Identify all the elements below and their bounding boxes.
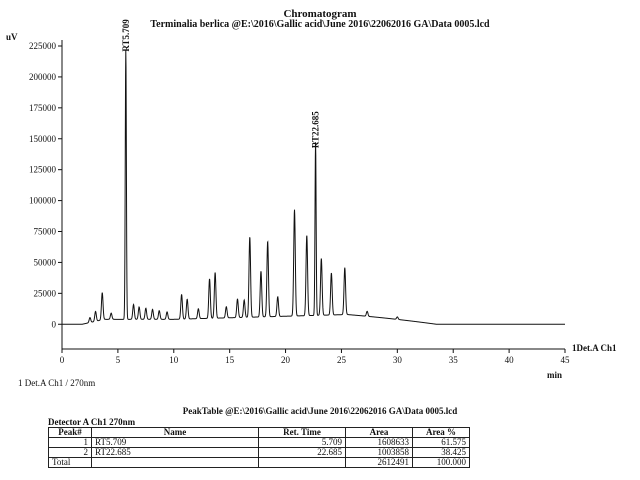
chart-subtitle: Terminalia berlica @E:\2016\Gallic acid\… <box>150 19 490 30</box>
y-tick-label: 150000 <box>29 134 57 144</box>
chromatogram-trace <box>62 49 565 325</box>
x-tick-label: 5 <box>116 355 121 365</box>
y-tick-label: 25000 <box>34 288 57 298</box>
chromatogram-chart: 0 25000 50000 75000 100000 125000 150000 175000… <box>6 19 617 380</box>
detector-label: Detector A Ch1 270nm <box>48 417 136 427</box>
detector-channel-label: 1 Det.A Ch1 / 270nm <box>18 378 96 388</box>
col-ret-time: Ret. Time <box>258 427 346 438</box>
total-ret-time-cell <box>258 457 346 468</box>
x-tick-label: 35 <box>449 355 459 365</box>
chart-axes <box>61 40 565 350</box>
col-name: Name <box>91 427 259 438</box>
x-tick-label: 15 <box>225 355 235 365</box>
peak-label: RT22.685 <box>311 111 321 148</box>
x-tick-label: 45 <box>561 355 571 365</box>
y-tick-label: 200000 <box>29 72 57 82</box>
y-axis-label: uV <box>6 32 18 42</box>
ret-time: 22.685 <box>258 447 346 458</box>
peak-name: RT22.685 <box>91 447 259 458</box>
peak-number: 2 <box>48 447 92 458</box>
y-tick-label: 175000 <box>29 103 57 113</box>
col-area-pct: Area % <box>412 427 470 438</box>
y-tick-label: 100000 <box>29 196 57 206</box>
x-tick-label: 0 <box>60 355 65 365</box>
chart-title: Chromatogram <box>283 8 357 20</box>
x-tick-label: 40 <box>505 355 515 365</box>
peak-table: Peak# Name Ret. Time Area Area % 1 RT5.7… <box>48 427 470 468</box>
y-tick-label: 125000 <box>29 165 57 175</box>
x-tick-label: 10 <box>169 355 179 365</box>
chart-ticks: 0 25000 50000 75000 100000 125000 150000 175000… <box>29 41 570 365</box>
total-name-cell <box>91 457 259 468</box>
peak-table-header-row: Peak# Name Ret. Time Area Area % <box>48 427 470 438</box>
table-row: 2 RT22.685 22.685 1003858 38.425 <box>48 447 470 458</box>
col-peak-number: Peak# <box>48 427 92 438</box>
col-area: Area <box>345 427 413 438</box>
y-tick-label: 0 <box>52 319 57 329</box>
area: 1608633 <box>345 437 413 448</box>
y-tick-label: 75000 <box>34 227 57 237</box>
area-pct: 61.575 <box>412 437 470 448</box>
table-total-row: Total 2612491 100.000 <box>48 457 470 468</box>
peak-table-title: PeakTable @E:\2016\Gallic acid\June 2016… <box>182 406 458 416</box>
channel-label: 1Det.A Ch1 <box>572 343 617 353</box>
x-tick-label: 30 <box>393 355 403 365</box>
peak-label: RT5.709 <box>121 19 131 52</box>
x-axis-label: min <box>547 370 562 380</box>
x-tick-label: 20 <box>281 355 291 365</box>
peak-number: 1 <box>48 437 92 448</box>
total-label: Total <box>48 457 92 468</box>
ret-time: 5.709 <box>258 437 346 448</box>
y-tick-label: 225000 <box>29 41 57 51</box>
area-pct: 38.425 <box>412 447 470 458</box>
peak-name: RT5.709 <box>91 437 259 448</box>
x-tick-label: 25 <box>337 355 347 365</box>
total-area-pct: 100.000 <box>412 457 470 468</box>
area: 1003858 <box>345 447 413 458</box>
table-row: 1 RT5.709 5.709 1608633 61.575 <box>48 437 470 448</box>
total-area: 2612491 <box>345 457 413 468</box>
peak-labels: RT5.709 RT22.685 <box>121 19 321 148</box>
y-tick-label: 50000 <box>34 257 57 267</box>
